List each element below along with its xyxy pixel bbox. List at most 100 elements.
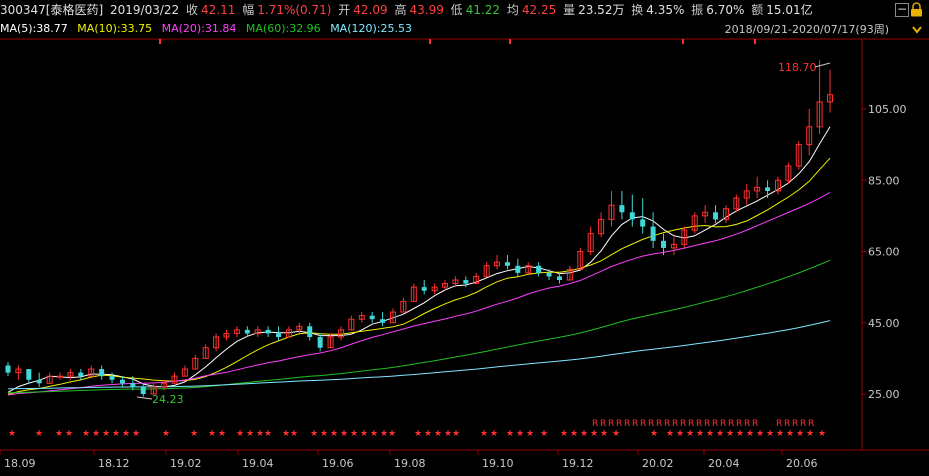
bottom-star-marker: ★ <box>776 429 784 439</box>
amount-value: 15.01亿 <box>766 3 813 17</box>
ma120-legend: MA(120):25.53 <box>330 22 412 35</box>
y-tick-label: 85.00 <box>868 174 900 187</box>
signal-r-marker: R <box>608 419 614 429</box>
candle-body-down <box>765 187 771 191</box>
avg-value: 42.25 <box>521 3 557 17</box>
bottom-star-marker: ★ <box>388 429 396 439</box>
candle-body-up <box>337 329 344 338</box>
candle-body-up <box>827 94 833 103</box>
open-value: 42.09 <box>353 3 388 17</box>
bottom-star-marker: ★ <box>414 429 422 439</box>
bottom-star-marker: ★ <box>560 429 568 439</box>
signal-r-marker: R <box>704 419 710 429</box>
candle-body-up <box>525 265 532 274</box>
candle-body-down <box>536 265 542 273</box>
max-arrow <box>814 62 831 68</box>
candle-body-down <box>650 226 656 241</box>
candle-body-down <box>556 276 562 280</box>
turnover-value: 4.35% <box>646 3 685 17</box>
bottom-star-marker: ★ <box>102 429 110 439</box>
candle-body-down <box>265 329 271 334</box>
candle-body-up <box>67 372 74 377</box>
candle-body-up <box>702 211 709 217</box>
ma10-legend: MA(10):33.75 <box>77 22 153 35</box>
candle-body-down <box>380 319 386 323</box>
bottom-star-marker: ★ <box>35 429 43 439</box>
candle-body-up <box>213 336 220 349</box>
min-price-label: 24.23 <box>152 393 184 406</box>
ma-line-ma20 <box>7 191 831 396</box>
bottom-star-marker: ★ <box>726 429 734 439</box>
candle-body-up <box>681 229 688 245</box>
bottom-star-marker: ★ <box>424 429 432 439</box>
bottom-star-marker: ★ <box>580 429 588 439</box>
low-label: 低 <box>450 3 463 17</box>
bottom-star-marker: ★ <box>766 429 774 439</box>
bottom-star-marker: ★ <box>218 429 226 439</box>
candle-body-down <box>713 212 719 220</box>
amount-label: 额 <box>751 3 764 17</box>
change-label: 幅 <box>242 3 255 17</box>
signal-r-marker: R <box>616 419 622 429</box>
candle-body-up <box>722 208 729 220</box>
candle-body-up <box>150 386 157 395</box>
x-tick-label: 20.02 <box>642 457 674 470</box>
candle-body-up <box>285 329 292 338</box>
bottom-star-marker: ★ <box>806 429 814 439</box>
bottom-star-marker: ★ <box>208 429 216 439</box>
chevron-down-icon[interactable] <box>912 26 922 34</box>
candle-body-up <box>577 251 584 270</box>
y-tick-label: 105.00 <box>868 103 907 116</box>
signal-r-marker: R <box>752 419 758 429</box>
bottom-star-marker: ★ <box>360 429 368 439</box>
candle-body-up <box>171 375 178 384</box>
x-tick-label: 19.04 <box>242 457 274 470</box>
candle-body-up <box>223 332 230 338</box>
candle-body-up <box>88 368 95 377</box>
candle-body-down <box>119 379 125 384</box>
y-tick-label: 65.00 <box>868 246 900 259</box>
signal-r-marker: R <box>664 419 670 429</box>
bottom-star-marker: ★ <box>370 429 378 439</box>
candle-body-up <box>254 329 261 334</box>
bottom-star-marker: ★ <box>264 429 272 439</box>
candle-body-up <box>15 368 22 374</box>
candle-body-up <box>806 126 813 146</box>
bottom-star-marker: ★ <box>65 429 73 439</box>
bottom-star-marker: ★ <box>112 429 120 439</box>
bottom-star-marker: ★ <box>818 429 826 439</box>
signal-r-marker: R <box>648 419 654 429</box>
bottom-star-marker: ★ <box>746 429 754 439</box>
lock-icon[interactable] <box>910 2 923 17</box>
bottom-star-marker: ★ <box>452 429 460 439</box>
candle-body-up <box>327 336 334 349</box>
bottom-star-marker: ★ <box>236 429 244 439</box>
bottom-star-marker: ★ <box>666 429 674 439</box>
candle-body-up <box>452 279 459 285</box>
quote-date: 2019/03/22 <box>110 3 180 17</box>
signal-r-marker: R <box>720 419 726 429</box>
signal-r-marker: R <box>784 419 790 429</box>
candle-body-down <box>99 369 105 377</box>
x-tick-label: 18.09 <box>4 457 36 470</box>
candle-body-up <box>400 300 407 313</box>
bottom-star-marker: ★ <box>434 429 442 439</box>
open-label: 开 <box>338 3 351 17</box>
candle-body-up <box>494 261 501 267</box>
bottom-star-marker: ★ <box>570 429 578 439</box>
signal-r-marker: R <box>656 419 662 429</box>
candle-body-down <box>307 326 313 337</box>
bottom-star-marker: ★ <box>380 429 388 439</box>
bottom-star-marker: ★ <box>55 429 63 439</box>
bottom-star-marker: ★ <box>490 429 498 439</box>
signal-r-marker: R <box>712 419 718 429</box>
ma20-legend: MA(20):31.84 <box>161 22 237 35</box>
x-tick-label: 19.06 <box>322 457 354 470</box>
bottom-star-marker: ★ <box>162 429 170 439</box>
change-value: 1.71%(0.71) <box>257 3 332 17</box>
bottom-star-marker: ★ <box>516 429 524 439</box>
minus-square-icon[interactable]: − <box>895 2 909 17</box>
candle-body-down <box>546 272 552 277</box>
signal-r-marker: R <box>632 419 638 429</box>
